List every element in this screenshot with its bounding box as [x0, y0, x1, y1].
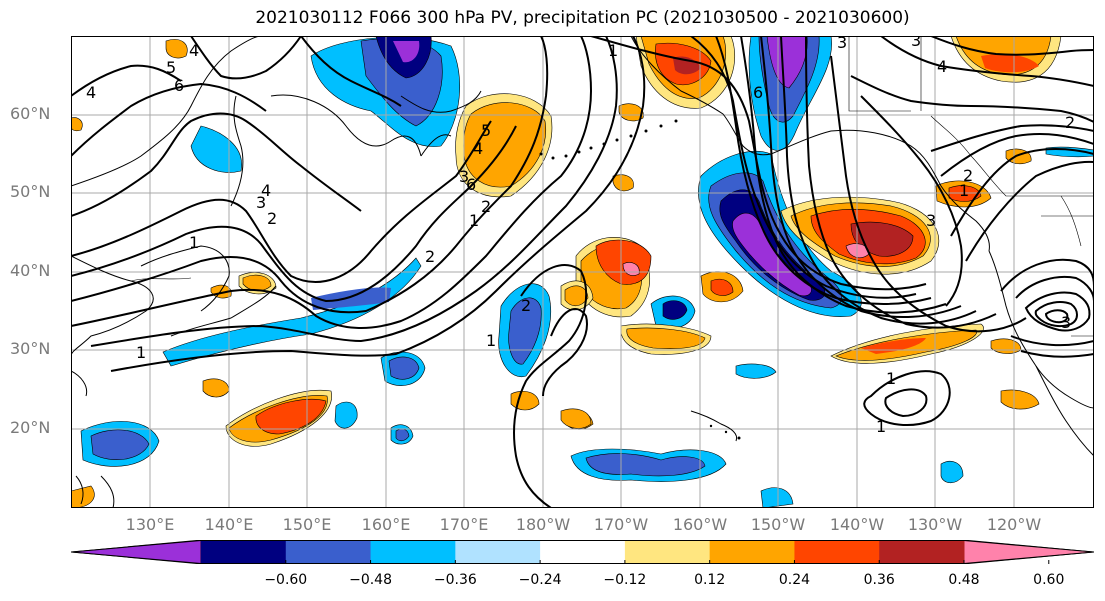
contour-label: 6 — [753, 83, 763, 102]
contour-label: 6 — [466, 175, 476, 194]
contour-label: 2 — [963, 166, 973, 185]
colorbar-segments — [71, 540, 1094, 564]
contour-label: 1 — [469, 211, 479, 230]
lat-label-30n: 30°N — [10, 339, 51, 358]
lon-label-150w: 150°W — [750, 515, 806, 534]
lon-label-180w: 180°W — [515, 515, 571, 534]
lon-label-140e: 140°E — [204, 515, 254, 534]
contour-label: 3 — [256, 193, 266, 212]
colorbar-segment — [455, 540, 541, 564]
colorbar-tick-label: −0.36 — [433, 572, 477, 588]
contour-label: 3 — [837, 36, 847, 52]
lon-label-140w: 140°W — [829, 515, 885, 534]
colorbar-tick-label: 0.48 — [948, 572, 980, 588]
contour-label: 4 — [937, 57, 947, 76]
contour-label: 1 — [486, 331, 496, 350]
contour-label: 1 — [886, 369, 896, 388]
colorbar-tick-label: 0.36 — [863, 572, 895, 588]
map-frame — [71, 36, 1094, 508]
colorbar-tick-label: 0.12 — [694, 572, 726, 588]
contour-label: 4 — [261, 181, 271, 200]
lat-lon-grid — [71, 36, 1094, 508]
pv-precip-map: 4 5 6 4 1 2 3 4 1 2 1 2 3 4 5 6 1 2 1 3 … — [71, 36, 1094, 508]
contour-label: 2 — [481, 197, 491, 216]
contour-label: 3 — [459, 167, 469, 186]
colorbar-tick-label: 0.60 — [1033, 572, 1065, 588]
lat-label-20n: 20°N — [10, 418, 51, 437]
contour-label: 2 — [1065, 113, 1075, 132]
colorbar-tick-label: 0.24 — [778, 572, 811, 588]
lat-label-50n: 50°N — [10, 182, 51, 201]
colorbar — [71, 540, 1094, 564]
contour-label: 1 — [136, 343, 146, 362]
figure-title: 2021030112 F066 300 hPa PV, precipitatio… — [255, 8, 910, 28]
contour-label: 2 — [425, 247, 435, 266]
coastlines — [71, 36, 1094, 508]
lon-label-160e: 160°E — [361, 515, 411, 534]
lon-label-130e: 130°E — [125, 515, 175, 534]
colorbar-outline — [71, 540, 1094, 564]
precipitation-shading — [71, 36, 1094, 508]
colorbar-tick-label: −0.24 — [518, 572, 562, 588]
lon-label-130w: 130°W — [907, 515, 963, 534]
contour-label: 5 — [481, 121, 491, 140]
lon-label-120w: 120°W — [986, 515, 1042, 534]
colorbar-segment — [794, 540, 880, 564]
contour-label: 2 — [267, 209, 277, 228]
contour-label: 6 — [174, 76, 184, 95]
colorbar-extension-high — [963, 540, 1094, 564]
contour-label: 3 — [1061, 313, 1071, 332]
contour-label: 3 — [926, 211, 936, 230]
colorbar-extension-low — [71, 540, 202, 564]
contour-label: 1 — [608, 41, 618, 60]
colorbar-tick-label: −0.12 — [603, 572, 647, 588]
colorbar-tick-label: −0.60 — [264, 572, 308, 588]
lon-label-150e: 150°E — [282, 515, 332, 534]
contour-label: 2 — [521, 296, 531, 315]
colorbar-segment — [285, 540, 372, 564]
colorbar-segment — [540, 540, 626, 564]
contour-label: 4 — [189, 41, 199, 60]
country-boundaries — [130, 36, 1094, 337]
lon-label-170e: 170°E — [439, 515, 489, 534]
contour-label: 1 — [876, 417, 886, 436]
contour-label: 3 — [911, 36, 921, 50]
colorbar-segment — [370, 540, 456, 564]
contour-label: 1 — [189, 233, 199, 252]
contour-label: 5 — [166, 58, 176, 77]
lat-label-40n: 40°N — [10, 261, 51, 280]
contour-label: 1 — [959, 181, 969, 200]
colorbar-segment — [709, 540, 795, 564]
colorbar-tick-label: −0.48 — [349, 572, 392, 588]
colorbar-segment — [624, 540, 711, 564]
contour-label: 4 — [473, 139, 483, 158]
lon-label-170w: 170°W — [593, 515, 649, 534]
pv-contours — [71, 36, 1094, 508]
contour-label: 4 — [86, 83, 96, 102]
colorbar-ticks — [285, 560, 1050, 564]
colorbar-segment — [201, 540, 287, 564]
lat-label-60n: 60°N — [10, 104, 51, 123]
lon-label-160w: 160°W — [672, 515, 728, 534]
colorbar-segment — [879, 540, 965, 564]
contour-labels: 4 5 6 4 1 2 3 4 1 2 1 2 3 4 5 6 1 2 1 3 … — [86, 36, 1075, 436]
